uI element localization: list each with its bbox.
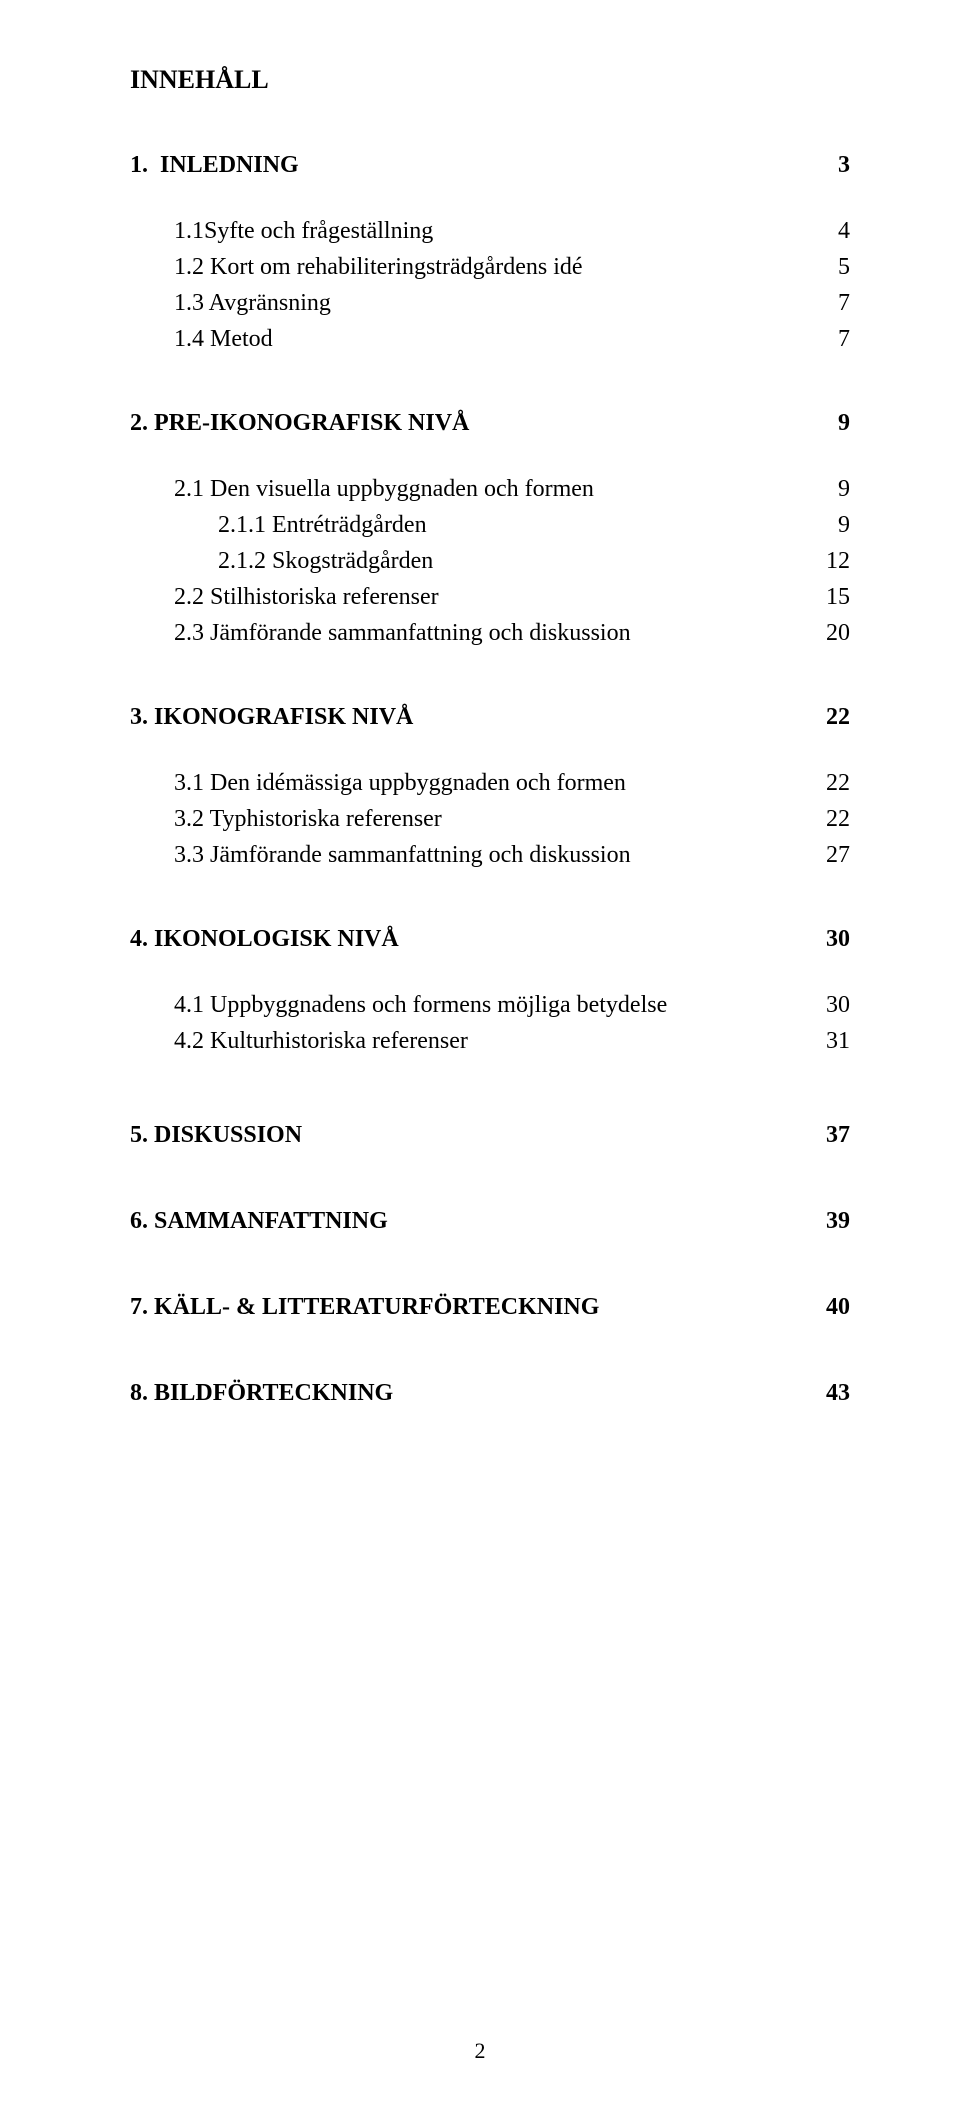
toc-subitem-label: 2.1.1 Entréträdgården: [218, 507, 790, 543]
toc-item-page: 7: [790, 285, 850, 321]
toc-item-page: 5: [790, 249, 850, 285]
toc-heading-5-label: 5. DISKUSSION: [130, 1117, 790, 1153]
toc-item-label: 2.2 Stilhistoriska referenser: [174, 579, 790, 615]
toc-item: 3.3 Jämförande sammanfattning och diskus…: [174, 837, 850, 873]
toc-item-page: 30: [790, 987, 850, 1023]
toc-item: 4.2 Kulturhistoriska referenser 31: [174, 1023, 850, 1059]
toc-section-2: 2. PRE-IKONOGRAFISK NIVÅ 9 2.1 Den visue…: [130, 405, 850, 651]
toc-item-page: 4: [790, 213, 850, 249]
toc-heading-7-label: 7. KÄLL- & LITTERATURFÖRTECKNING: [130, 1289, 790, 1325]
toc-item: 1.2 Kort om rehabiliteringsträdgårdens i…: [174, 249, 850, 285]
toc-heading-2-page: 9: [790, 405, 850, 441]
toc-item: 3.1 Den idémässiga uppbyggnaden och form…: [174, 765, 850, 801]
toc-heading-1: 1. INLEDNING 3: [130, 147, 850, 183]
page-title: INNEHÅLL: [130, 60, 850, 99]
toc-subitem-label: 2.1.2 Skogsträdgården: [218, 543, 790, 579]
toc-item-page: 27: [790, 837, 850, 873]
toc-item-label: 3.3 Jämförande sammanfattning och diskus…: [174, 837, 790, 873]
toc-section-1: 1. INLEDNING 3 1.1Syfte och frågeställni…: [130, 147, 850, 357]
toc-item-label: 1.4 Metod: [174, 321, 790, 357]
toc-heading-3-page: 22: [790, 699, 850, 735]
toc-heading-2: 2. PRE-IKONOGRAFISK NIVÅ 9: [130, 405, 850, 441]
toc-section-8: 8. BILDFÖRTECKNING 43: [130, 1365, 850, 1411]
toc-heading-4-label: 4. IKONOLOGISK NIVÅ: [130, 921, 790, 957]
toc-heading-5: 5. DISKUSSION 37: [130, 1117, 850, 1153]
toc-item: 2.3 Jämförande sammanfattning och diskus…: [174, 615, 850, 651]
toc-item: 3.2 Typhistoriska referenser 22: [174, 801, 850, 837]
toc-item-label: 2.3 Jämförande sammanfattning och diskus…: [174, 615, 790, 651]
toc-item-page: 20: [790, 615, 850, 651]
toc-heading-1-page: 3: [790, 147, 850, 183]
toc-item-label: 4.1 Uppbyggnadens och formens möjliga be…: [174, 987, 790, 1023]
toc-section-5: 5. DISKUSSION 37: [130, 1107, 850, 1153]
toc-heading-7-page: 40: [790, 1289, 850, 1325]
toc-heading-6-label: 6. SAMMANFATTNING: [130, 1203, 790, 1239]
toc-section-4: 4. IKONOLOGISK NIVÅ 30 4.1 Uppbyggnadens…: [130, 921, 850, 1059]
toc-item-page: 7: [790, 321, 850, 357]
toc-heading-8-page: 43: [790, 1375, 850, 1411]
toc-heading-6-page: 39: [790, 1203, 850, 1239]
toc-heading-4-page: 30: [790, 921, 850, 957]
toc-heading-8-label: 8. BILDFÖRTECKNING: [130, 1375, 790, 1411]
toc-heading-3-label: 3. IKONOGRAFISK NIVÅ: [130, 699, 790, 735]
toc-heading-3: 3. IKONOGRAFISK NIVÅ 22: [130, 699, 850, 735]
toc-subitem: 2.1.2 Skogsträdgården 12: [218, 543, 850, 579]
toc-item: 1.3 Avgränsning 7: [174, 285, 850, 321]
toc-item-page: 31: [790, 1023, 850, 1059]
toc-section-7: 7. KÄLL- & LITTERATURFÖRTECKNING 40: [130, 1279, 850, 1325]
toc-heading-7: 7. KÄLL- & LITTERATURFÖRTECKNING 40: [130, 1289, 850, 1325]
toc-heading-8: 8. BILDFÖRTECKNING 43: [130, 1375, 850, 1411]
toc-item-page: 15: [790, 579, 850, 615]
toc-item-label: 4.2 Kulturhistoriska referenser: [174, 1023, 790, 1059]
toc-item: 1.1Syfte och frågeställning 4: [174, 213, 850, 249]
toc-item-label: 3.1 Den idémässiga uppbyggnaden och form…: [174, 765, 790, 801]
toc-heading-4: 4. IKONOLOGISK NIVÅ 30: [130, 921, 850, 957]
toc-subitem: 2.1.1 Entréträdgården 9: [218, 507, 850, 543]
toc-heading-2-label: 2. PRE-IKONOGRAFISK NIVÅ: [130, 405, 790, 441]
toc-item: 4.1 Uppbyggnadens och formens möjliga be…: [174, 987, 850, 1023]
toc-heading-6: 6. SAMMANFATTNING 39: [130, 1203, 850, 1239]
toc-heading-5-page: 37: [790, 1117, 850, 1153]
toc-item-label: 1.3 Avgränsning: [174, 285, 790, 321]
page-number: 2: [0, 2034, 960, 2067]
toc-item-label: 1.1Syfte och frågeställning: [174, 213, 790, 249]
toc-heading-1-label: 1. INLEDNING: [130, 147, 790, 183]
toc-subitem-page: 9: [790, 507, 850, 543]
toc-item: 1.4 Metod 7: [174, 321, 850, 357]
toc-subitem-page: 12: [790, 543, 850, 579]
toc-item: 2.2 Stilhistoriska referenser 15: [174, 579, 850, 615]
toc-item-page: 22: [790, 765, 850, 801]
toc-item-page: 9: [790, 471, 850, 507]
page-container: INNEHÅLL 1. INLEDNING 3 1.1Syfte och frå…: [0, 0, 960, 2101]
toc-item-label: 1.2 Kort om rehabiliteringsträdgårdens i…: [174, 249, 790, 285]
toc-item-label: 3.2 Typhistoriska referenser: [174, 801, 790, 837]
toc-section-3: 3. IKONOGRAFISK NIVÅ 22 3.1 Den idémässi…: [130, 699, 850, 873]
toc-item: 2.1 Den visuella uppbyggnaden och formen…: [174, 471, 850, 507]
toc-item-label: 2.1 Den visuella uppbyggnaden och formen: [174, 471, 790, 507]
toc-section-6: 6. SAMMANFATTNING 39: [130, 1193, 850, 1239]
toc-item-page: 22: [790, 801, 850, 837]
